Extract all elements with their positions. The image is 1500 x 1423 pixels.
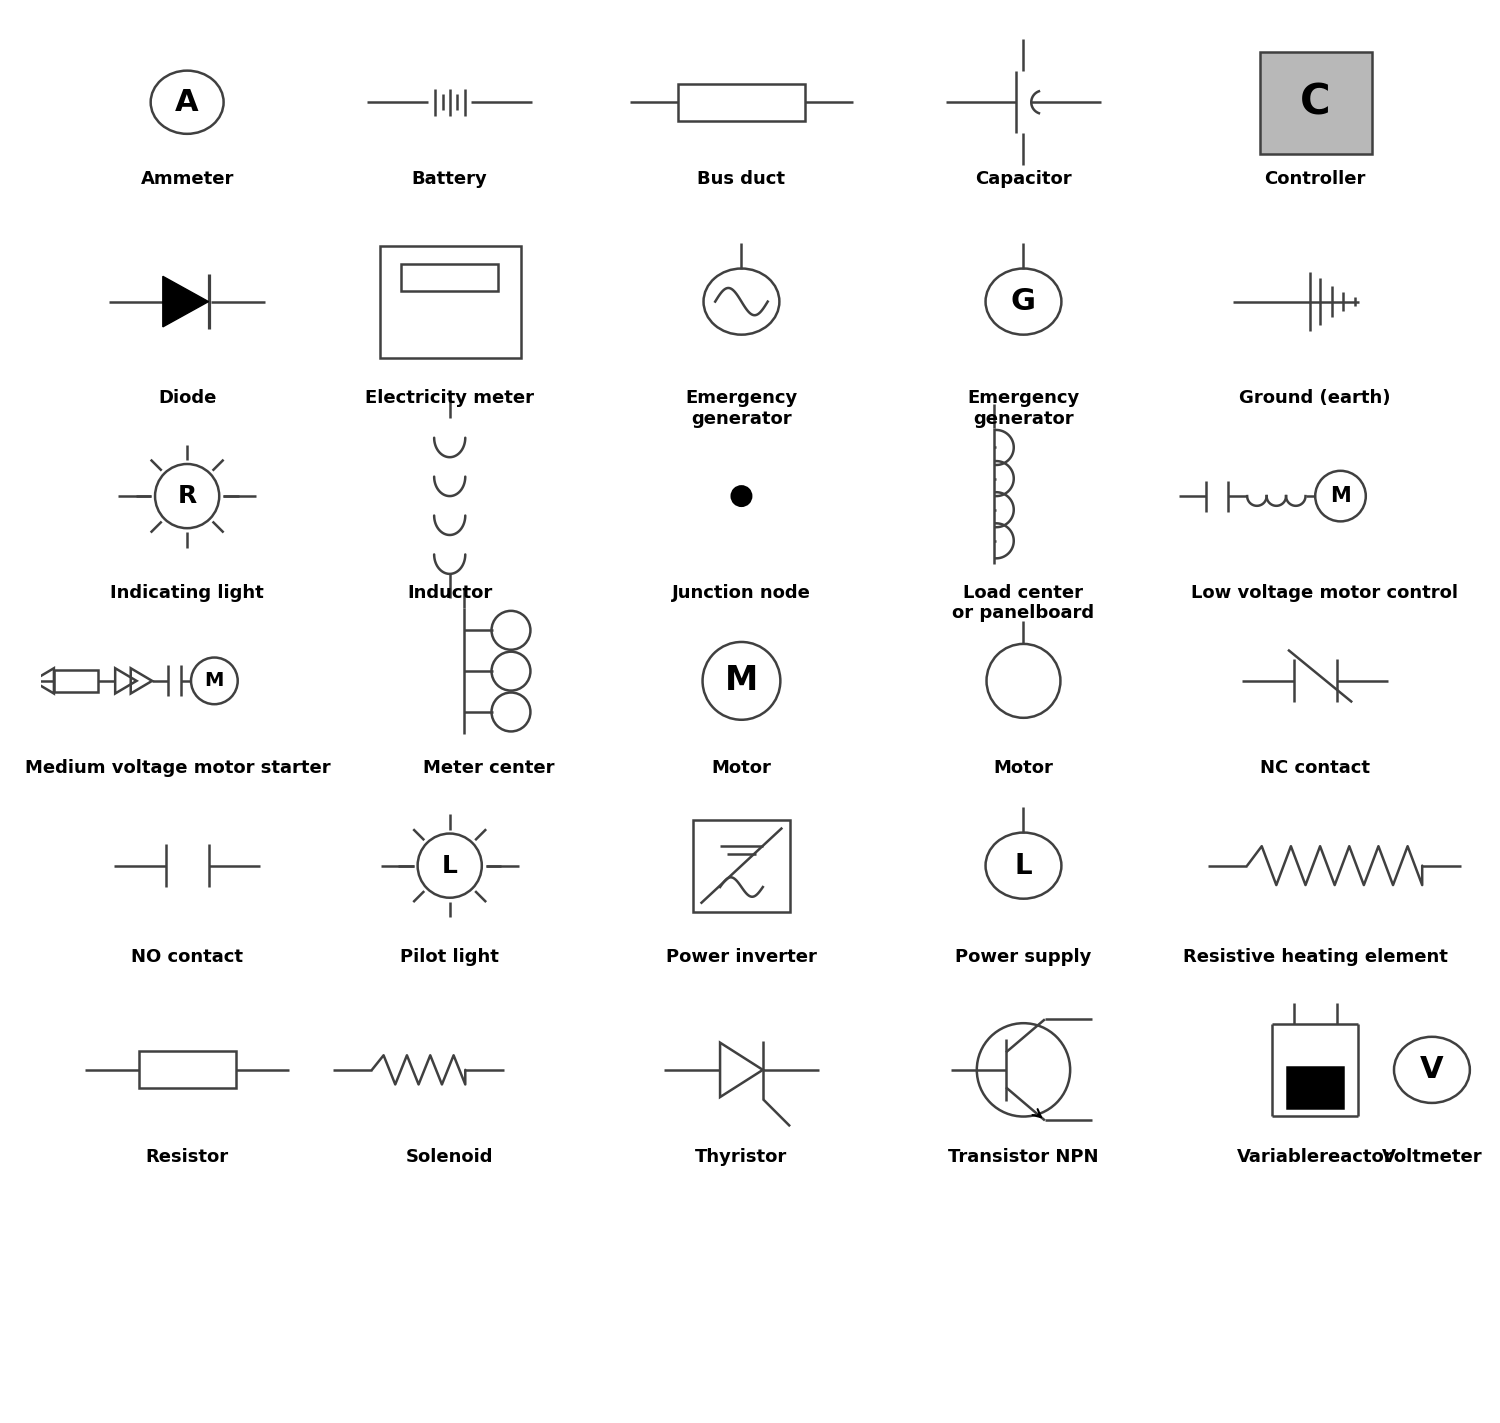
Text: V: V — [1420, 1056, 1443, 1084]
Bar — [400, 263, 498, 290]
Text: Bus duct: Bus duct — [698, 171, 786, 188]
Bar — [693, 820, 790, 912]
Bar — [1287, 1067, 1344, 1107]
Text: Ammeter: Ammeter — [141, 171, 234, 188]
Text: Emergency
generator: Emergency generator — [968, 388, 1080, 428]
Text: Capacitor: Capacitor — [975, 171, 1072, 188]
Text: Diode: Diode — [158, 388, 216, 407]
Text: R: R — [177, 484, 197, 508]
Text: M: M — [204, 672, 224, 690]
Text: Emergency
generator: Emergency generator — [686, 388, 798, 428]
Text: NC contact: NC contact — [1260, 758, 1370, 777]
Text: Transistor NPN: Transistor NPN — [948, 1148, 1098, 1165]
Text: Resistive heating element: Resistive heating element — [1184, 948, 1448, 966]
Bar — [54, 670, 98, 692]
Text: Pilot light: Pilot light — [400, 948, 500, 966]
Text: Medium voltage motor starter: Medium voltage motor starter — [24, 758, 330, 777]
Circle shape — [732, 487, 752, 505]
Text: Meter center: Meter center — [423, 758, 555, 777]
Bar — [678, 84, 804, 121]
Text: Battery: Battery — [413, 171, 488, 188]
Text: Motor: Motor — [711, 758, 771, 777]
Text: C: C — [1300, 81, 1330, 124]
Text: NO contact: NO contact — [130, 948, 243, 966]
Text: Voltmeter: Voltmeter — [1382, 1148, 1482, 1165]
Polygon shape — [164, 276, 209, 327]
Text: Ground (earth): Ground (earth) — [1239, 388, 1391, 407]
Text: L: L — [442, 854, 458, 878]
Bar — [138, 1052, 236, 1089]
Text: Variablereactor: Variablereactor — [1238, 1148, 1394, 1165]
Text: Controller: Controller — [1264, 171, 1366, 188]
Text: Solenoid: Solenoid — [406, 1148, 494, 1165]
Text: G: G — [1011, 287, 1036, 316]
Text: Inductor: Inductor — [406, 583, 492, 602]
Text: M: M — [724, 665, 758, 697]
Text: Junction node: Junction node — [672, 583, 812, 602]
Text: Power supply: Power supply — [956, 948, 1092, 966]
Text: M: M — [1330, 487, 1352, 507]
Text: Load center
or panelboard: Load center or panelboard — [952, 583, 1095, 622]
Bar — [1260, 51, 1371, 154]
Bar — [380, 246, 520, 359]
Text: Thyristor: Thyristor — [696, 1148, 788, 1165]
Text: Low voltage motor control: Low voltage motor control — [1191, 583, 1458, 602]
Text: L: L — [1014, 851, 1032, 879]
Text: Electricity meter: Electricity meter — [364, 388, 534, 407]
Text: Power inverter: Power inverter — [666, 948, 818, 966]
Text: Resistor: Resistor — [146, 1148, 228, 1165]
Text: Motor: Motor — [993, 758, 1053, 777]
Text: Indicating light: Indicating light — [111, 583, 264, 602]
Text: A: A — [176, 88, 200, 117]
